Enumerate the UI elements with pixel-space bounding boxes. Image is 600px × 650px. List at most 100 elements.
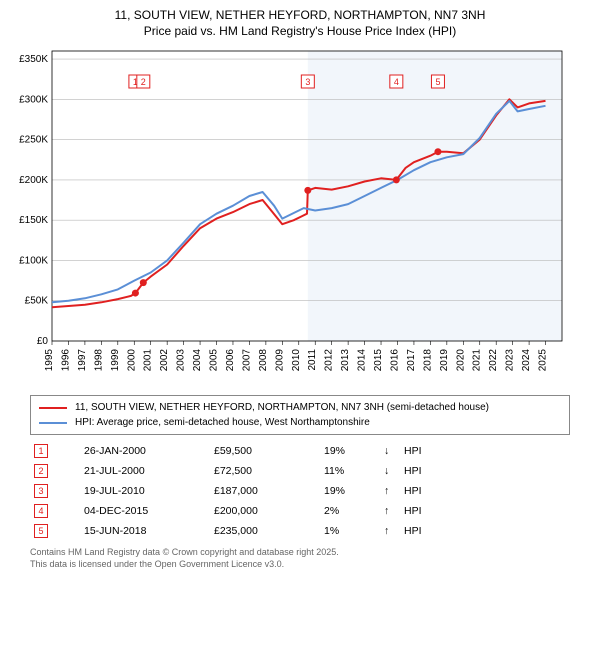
- title-line1: 11, SOUTH VIEW, NETHER HEYFORD, NORTHAMP…: [10, 8, 590, 24]
- row-vs: HPI: [400, 501, 570, 521]
- x-tick-label: 2016: [389, 349, 400, 372]
- sale-marker-number: 4: [394, 77, 399, 87]
- row-arrow: ↑: [380, 501, 400, 521]
- chart-title: 11, SOUTH VIEW, NETHER HEYFORD, NORTHAMP…: [10, 8, 590, 39]
- x-tick-label: 2023: [505, 349, 516, 372]
- chart-shaded-region: [308, 51, 562, 341]
- x-tick-label: 2011: [307, 349, 318, 371]
- row-marker: 5: [34, 524, 48, 538]
- sale-point: [132, 290, 139, 297]
- legend-label: HPI: Average price, semi-detached house,…: [75, 415, 370, 430]
- x-tick-label: 2007: [241, 349, 252, 372]
- row-price: £72,500: [210, 461, 320, 481]
- row-vs: HPI: [400, 461, 570, 481]
- x-tick-label: 2012: [324, 349, 335, 372]
- row-marker: 4: [34, 504, 48, 518]
- row-date: 19-JUL-2010: [80, 481, 210, 501]
- x-tick-label: 2021: [472, 349, 483, 372]
- y-tick-label: £250K: [19, 135, 48, 146]
- footer-line1: Contains HM Land Registry data © Crown c…: [30, 547, 570, 559]
- x-tick-label: 1996: [60, 349, 71, 372]
- sale-point: [140, 279, 147, 286]
- legend-item: 11, SOUTH VIEW, NETHER HEYFORD, NORTHAMP…: [39, 400, 561, 415]
- legend: 11, SOUTH VIEW, NETHER HEYFORD, NORTHAMP…: [30, 395, 570, 435]
- x-tick-label: 2017: [406, 349, 417, 372]
- row-arrow: ↑: [380, 481, 400, 501]
- row-vs: HPI: [400, 481, 570, 501]
- row-date: 21-JUL-2000: [80, 461, 210, 481]
- row-marker: 3: [34, 484, 48, 498]
- legend-label: 11, SOUTH VIEW, NETHER HEYFORD, NORTHAMP…: [75, 400, 489, 415]
- sale-point: [393, 177, 400, 184]
- x-tick-label: 2010: [291, 349, 302, 372]
- x-tick-label: 2020: [455, 349, 466, 372]
- sale-point: [434, 148, 441, 155]
- legend-swatch: [39, 407, 67, 409]
- table-row: 1 26-JAN-2000£59,50019%↓HPI: [30, 441, 570, 461]
- x-tick-label: 2001: [143, 349, 154, 372]
- x-tick-label: 2013: [340, 349, 351, 372]
- sale-marker-number: 5: [435, 77, 440, 87]
- x-tick-label: 2018: [422, 349, 433, 372]
- row-price: £187,000: [210, 481, 320, 501]
- x-tick-label: 2014: [357, 349, 368, 372]
- x-tick-label: 1998: [93, 349, 104, 372]
- row-arrow: ↑: [380, 521, 400, 541]
- sale-marker-number: 2: [141, 77, 146, 87]
- row-date: 04-DEC-2015: [80, 501, 210, 521]
- x-tick-label: 2003: [176, 349, 187, 372]
- sale-marker-number: 3: [305, 77, 310, 87]
- y-tick-label: £150K: [19, 215, 48, 226]
- y-tick-label: £350K: [19, 54, 48, 65]
- legend-swatch: [39, 422, 67, 424]
- x-tick-label: 2015: [373, 349, 384, 372]
- x-tick-label: 2022: [488, 349, 499, 372]
- y-tick-label: £100K: [19, 256, 48, 267]
- y-tick-label: £300K: [19, 95, 48, 106]
- sale-point: [304, 187, 311, 194]
- table-row: 5 15-JUN-2018£235,0001%↑HPI: [30, 521, 570, 541]
- x-tick-label: 2002: [159, 349, 170, 372]
- x-tick-label: 2019: [439, 349, 450, 372]
- row-price: £200,000: [210, 501, 320, 521]
- row-price: £235,000: [210, 521, 320, 541]
- table-row: 3 19-JUL-2010£187,00019%↑HPI: [30, 481, 570, 501]
- table-row: 2 21-JUL-2000£72,50011%↓HPI: [30, 461, 570, 481]
- row-arrow: ↓: [380, 441, 400, 461]
- y-tick-label: £200K: [19, 175, 48, 186]
- row-vs: HPI: [400, 441, 570, 461]
- x-tick-label: 1997: [77, 349, 88, 372]
- table-row: 4 04-DEC-2015£200,0002%↑HPI: [30, 501, 570, 521]
- x-tick-label: 1995: [44, 349, 55, 372]
- x-tick-label: 2006: [225, 349, 236, 372]
- x-tick-label: 1999: [110, 349, 121, 372]
- x-tick-label: 2004: [192, 349, 203, 372]
- x-tick-label: 2009: [274, 349, 285, 372]
- row-marker: 1: [34, 444, 48, 458]
- x-tick-label: 2008: [258, 349, 269, 372]
- row-price: £59,500: [210, 441, 320, 461]
- row-arrow: ↓: [380, 461, 400, 481]
- row-pct: 19%: [320, 441, 380, 461]
- footer-line2: This data is licensed under the Open Gov…: [30, 559, 570, 571]
- row-date: 15-JUN-2018: [80, 521, 210, 541]
- row-pct: 19%: [320, 481, 380, 501]
- row-vs: HPI: [400, 521, 570, 541]
- row-pct: 2%: [320, 501, 380, 521]
- footer-attribution: Contains HM Land Registry data © Crown c…: [30, 547, 570, 570]
- row-marker: 2: [34, 464, 48, 478]
- title-line2: Price paid vs. HM Land Registry's House …: [10, 24, 590, 40]
- row-pct: 1%: [320, 521, 380, 541]
- row-date: 26-JAN-2000: [80, 441, 210, 461]
- x-tick-label: 2005: [209, 349, 220, 372]
- price-chart: £0 £50K £100K £150K £200K £250K £300K £350K 1995…: [10, 45, 590, 385]
- legend-item: HPI: Average price, semi-detached house,…: [39, 415, 561, 430]
- transactions-table: 126-JAN-2000£59,50019%↓HPI221-JUL-2000£7…: [30, 441, 570, 541]
- x-tick-label: 2000: [126, 349, 137, 372]
- y-tick-label: £50K: [25, 296, 49, 307]
- y-tick-label: £0: [37, 336, 49, 347]
- x-tick-label: 2024: [521, 349, 532, 372]
- row-pct: 11%: [320, 461, 380, 481]
- x-tick-label: 2025: [538, 349, 549, 372]
- chart-svg: £0 £50K £100K £150K £200K £250K £300K £350K 1995…: [10, 45, 570, 385]
